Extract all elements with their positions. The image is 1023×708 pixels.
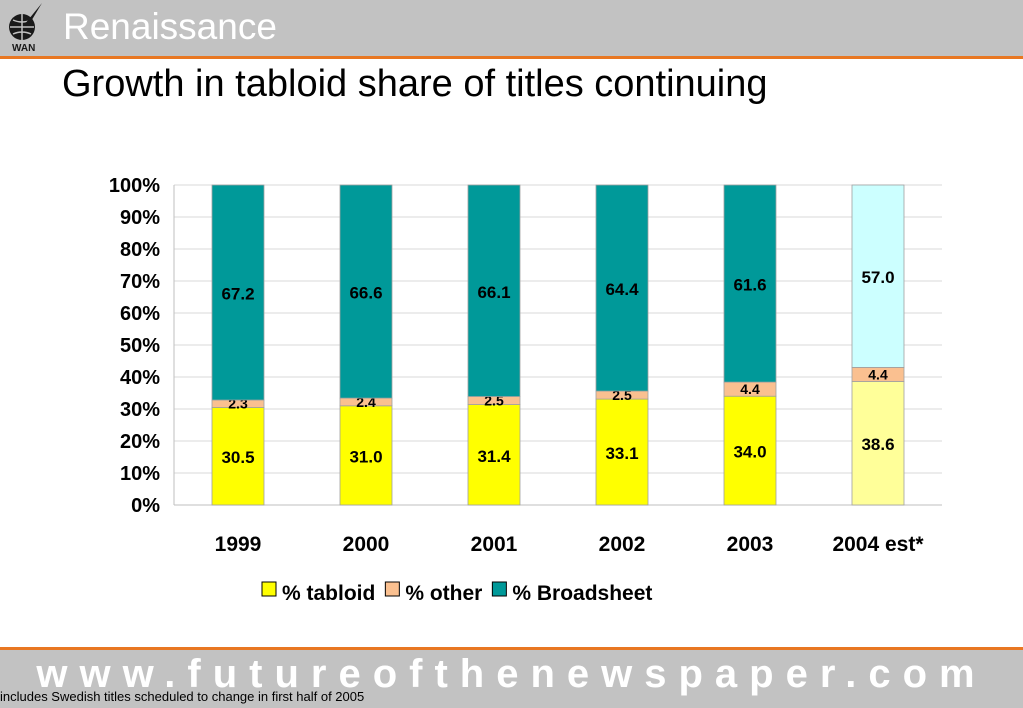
y-tick-label: 80% <box>120 239 160 261</box>
bar-segment <box>723 184 777 383</box>
header-rule <box>0 56 1023 59</box>
y-tick-label: 40% <box>120 367 160 389</box>
legend-swatch <box>384 581 400 597</box>
footer-rule <box>0 647 1023 650</box>
footer-url[interactable]: www.futureofthenewspaper.com <box>36 652 987 696</box>
bar-segment <box>339 405 393 506</box>
data-label: 34.0 <box>733 443 766 462</box>
y-tick-label: 90% <box>120 207 160 229</box>
data-label: 38.6 <box>861 435 894 454</box>
y-tick-label: 100% <box>109 175 160 197</box>
y-tick-label: 60% <box>120 303 160 325</box>
bar-segment <box>211 406 265 506</box>
x-tick-label: 1999 <box>215 533 262 556</box>
data-label: 33.1 <box>605 444 638 463</box>
legend-swatch <box>491 581 507 597</box>
bar-segment <box>851 381 905 506</box>
data-label: 57.0 <box>861 268 894 287</box>
legend-swatch <box>261 581 277 597</box>
header-band <box>0 0 1023 56</box>
data-label: 4.4 <box>868 366 888 382</box>
y-tick-label: 20% <box>120 431 160 453</box>
wan-logo: WAN <box>9 3 42 54</box>
bar-segment <box>595 398 649 506</box>
x-tick-label: 2001 <box>471 533 518 556</box>
bar-segment <box>211 184 265 401</box>
data-label: 67.2 <box>221 285 254 304</box>
x-tick-label: 2002 <box>599 533 646 556</box>
x-tick-label: 2000 <box>343 533 390 556</box>
y-tick-label: 50% <box>120 335 160 357</box>
data-label: 66.1 <box>477 283 510 302</box>
bar-segment <box>467 184 521 397</box>
stacked-bar-chart: 0%10%20%30%40%50%60%70%80%90%100%30.52.3… <box>109 175 942 605</box>
legend-label: % Broadsheet <box>512 582 652 605</box>
bar-segment <box>339 184 393 399</box>
bar-segment <box>723 395 777 506</box>
data-label: 31.4 <box>477 447 511 466</box>
bar-segment <box>467 404 521 506</box>
data-label: 30.5 <box>221 448 254 467</box>
legend-label: % tabloid <box>282 582 375 605</box>
logo-text: WAN <box>12 43 35 54</box>
footnote: includes Swedish titles scheduled to cha… <box>0 689 365 704</box>
bar-segment <box>595 184 649 392</box>
x-tick-label: 2003 <box>727 533 774 556</box>
legend-label: % other <box>405 582 482 605</box>
data-label: 64.4 <box>605 280 639 299</box>
data-label: 61.6 <box>733 276 766 295</box>
data-label: 4.4 <box>740 381 760 397</box>
y-tick-label: 0% <box>131 495 160 517</box>
data-label: 66.6 <box>349 284 382 303</box>
y-tick-label: 70% <box>120 271 160 293</box>
y-tick-label: 30% <box>120 399 160 421</box>
section-title: Renaissance <box>63 6 277 47</box>
slide-title: Growth in tabloid share of titles contin… <box>62 63 768 105</box>
y-tick-label: 10% <box>120 463 160 485</box>
data-label: 31.0 <box>349 447 382 466</box>
footer-band <box>0 650 1023 708</box>
x-tick-label: 2004 est* <box>832 533 924 556</box>
bar-segment <box>851 184 905 368</box>
